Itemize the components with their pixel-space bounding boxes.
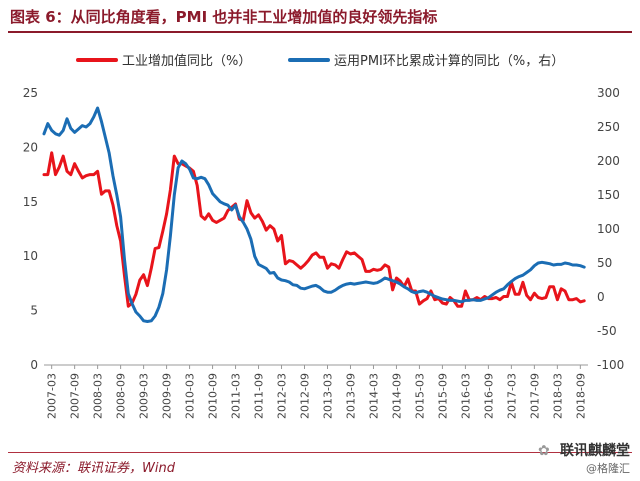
legend-item-industrial: 工业增加值同比（%）	[76, 53, 251, 69]
y-left-tick-label: 20	[23, 140, 38, 154]
x-tick-label: 2018-09	[574, 373, 587, 419]
x-tick-label: 2010-09	[207, 373, 220, 419]
series-line-industrial	[42, 151, 586, 308]
x-tick-label: 2014-09	[390, 373, 403, 419]
x-tick-label: 2018-03	[551, 373, 564, 419]
x-tick-label: 2012-09	[299, 373, 312, 419]
x-tick-label: 2011-03	[230, 373, 243, 419]
source-note: 资料来源：联讯证券，Wind	[12, 461, 175, 476]
y-right-tick-label: 150	[597, 188, 620, 202]
watermark-main: 联讯麒麟堂	[560, 443, 630, 459]
x-tick-label: 2012-03	[276, 373, 289, 419]
x-tick-label: 2011-09	[253, 373, 266, 419]
y-left-tick-label: 5	[30, 304, 38, 318]
wechat-icon: ✿	[538, 443, 550, 459]
y-left-tick-label: 0	[30, 358, 38, 372]
source-divider	[8, 452, 632, 453]
watermark: ✿ 联讯麒麟堂 @格隆汇	[538, 440, 630, 476]
x-tick-label: 2013-09	[344, 373, 357, 419]
x-tick-label: 2007-09	[69, 373, 82, 419]
y-left-tick-label: 15	[23, 195, 38, 209]
legend-label: 工业增加值同比（%）	[122, 53, 251, 69]
y-left-tick-label: 25	[23, 86, 38, 100]
y-right-tick-label: -100	[597, 358, 624, 372]
x-tick-label: 2015-09	[436, 373, 449, 419]
x-tick-label: 2008-03	[92, 373, 105, 419]
x-tick-label: 2013-03	[321, 373, 334, 419]
x-tick-label: 2010-03	[184, 373, 197, 419]
x-tick-label: 2016-03	[459, 373, 472, 419]
y-right-tick-label: 50	[597, 256, 612, 270]
y-right-tick-label: 300	[597, 86, 620, 100]
legend-label: 运用PMI环比累成计算的同比（%，右）	[334, 53, 564, 69]
x-tick-label: 2009-03	[138, 373, 151, 419]
series-line-pmi	[42, 106, 586, 323]
y-right-tick-label: -50	[597, 324, 617, 338]
x-tick-label: 2016-09	[482, 373, 495, 419]
y-left-tick-label: 10	[23, 249, 38, 263]
watermark-sub: @格隆汇	[586, 462, 630, 475]
x-tick-label: 2015-03	[413, 373, 426, 419]
chart-title: 图表 6：从同比角度看，PMI 也并非工业增加值的良好领先指标	[10, 8, 438, 26]
x-tick-label: 2014-03	[367, 373, 380, 419]
y-right-tick-label: 250	[597, 120, 620, 134]
x-tick-label: 2008-09	[115, 373, 128, 419]
x-tick-label: 2007-03	[46, 373, 59, 419]
x-tick-label: 2009-09	[161, 373, 174, 419]
x-tick-label: 2017-09	[528, 373, 541, 419]
y-right-tick-label: 0	[597, 290, 605, 304]
title-divider	[8, 31, 632, 33]
y-right-tick-label: 200	[597, 154, 620, 168]
x-tick-label: 2017-03	[505, 373, 518, 419]
y-right-tick-label: 100	[597, 222, 620, 236]
legend-item-pmi: 运用PMI环比累成计算的同比（%，右）	[288, 53, 564, 69]
